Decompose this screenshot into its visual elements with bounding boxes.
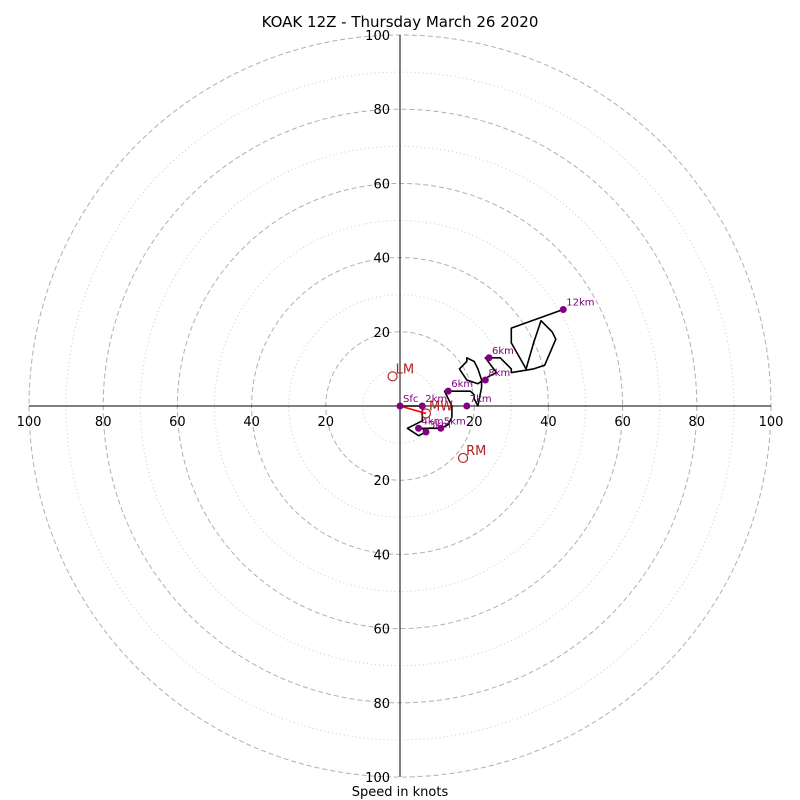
tick-label: 20 [318,415,335,430]
tick-label: 40 [540,415,557,430]
height-point [463,402,471,410]
motion-label: LM [396,362,414,377]
tick-label: 40 [373,548,390,563]
x-axis-label: Speed in knots [352,785,449,800]
height-point [481,376,489,384]
motion-label: MW [429,399,453,414]
tick-label: 60 [373,623,390,638]
tick-label: 20 [373,326,390,341]
height-label: 12km [566,298,594,309]
tick-label: 80 [95,415,112,430]
height-label: 7km [470,394,492,405]
tick-label: 100 [365,29,390,44]
tick-labels: 100 80 60 40 20 20 40 60 80 100 100 80 60 40 20 20 40 60 8… [17,29,784,786]
tick-label: 100 [17,415,42,430]
motion-point [457,452,469,464]
height-point [444,387,452,395]
height-label: 8km [488,368,510,379]
height-label: Sfc [403,394,418,405]
tick-label: 100 [365,771,390,786]
tick-label: 60 [614,415,631,430]
chart-title: KOAK 12Z - Thursday March 26 2020 [262,13,539,31]
height-point [559,306,567,314]
tick-label: 100 [759,415,784,430]
tick-label: 40 [373,252,390,267]
height-point [437,424,445,432]
height-label: 6km [492,346,514,357]
height-point [422,428,430,436]
height-point [415,424,423,432]
tick-label: 20 [466,415,483,430]
motion-point [387,371,398,382]
height-point [485,354,493,362]
tick-label: 80 [373,103,390,118]
height-label: 5km [444,416,466,427]
tick-label: 80 [373,697,390,712]
height-markers: Sfc2km3km4km5km6km6km7km8km12km [396,298,595,436]
tick-label: 60 [169,415,186,430]
motion-point [420,408,432,419]
height-label: 6km [451,379,473,390]
tick-label: 80 [689,415,706,430]
storm-motion-markers: LM RM MW [387,362,486,464]
height-label: 2km [425,394,447,405]
hodograph-line [400,308,564,437]
tick-label: 40 [243,415,260,430]
tick-label: 60 [373,177,390,192]
motion-label: RM [466,444,486,459]
height-label: 4km [422,416,444,427]
tick-label: 20 [373,474,390,489]
height-point [396,402,404,410]
height-point [418,402,426,410]
